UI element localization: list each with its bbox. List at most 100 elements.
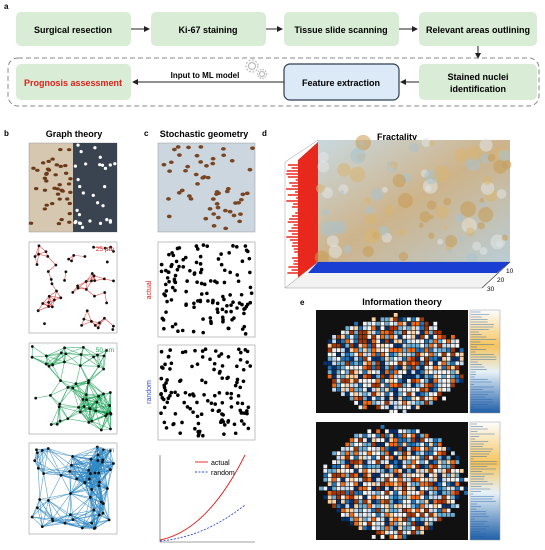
graph-edge [104,292,107,303]
graph-node [30,515,34,519]
nucleus [221,147,226,151]
random-point [180,420,184,425]
entropy-cell [385,521,389,526]
entropy-cell [437,482,442,486]
entropy-cell [385,379,389,383]
entropy-cell [389,379,394,383]
graph-node [105,301,109,305]
entropy-cell [398,517,402,522]
entropy-cell [420,530,424,535]
graph-edge [86,393,104,395]
entropy-cell [327,343,332,348]
nucleus [186,145,191,150]
graph-edge [72,387,79,408]
entropy-cell [407,374,411,379]
scale-75um: 75 µm [96,447,114,454]
legend-random: random [211,470,235,477]
entropy-cell [341,383,345,388]
graph-edge [48,448,73,457]
random-point [195,362,200,366]
entropy-cell [385,473,389,478]
nucleus [55,187,60,191]
random-point [193,348,197,353]
entropy-cell [376,330,380,335]
nucleus-dot [88,219,92,223]
entropy-cell [371,517,376,522]
tissue-blob [397,193,413,209]
random-point [200,355,205,359]
entropy-cell [332,365,336,370]
graph-edge [72,519,95,529]
graph-node [88,495,92,499]
entropy-cell [385,365,389,370]
tissue-blob [381,186,388,193]
graph-edge [43,473,62,476]
graph-node [40,449,44,452]
nucleus [54,163,59,167]
entropy-cell [363,504,367,508]
graph-node [90,279,93,283]
entropy-cell [385,387,389,392]
entropy-cell [411,348,416,352]
graph-edge [93,356,99,367]
entropy-cell [402,321,407,326]
entropy-cell [349,469,354,473]
step-prognosis: Prognosis assessment [24,78,122,88]
entropy-cell [398,321,402,326]
tissue-blob [501,234,508,241]
graph-edge [59,406,81,413]
random-point [163,362,167,367]
graph-edge [72,387,87,401]
entropy-cell [389,374,394,379]
random-point [213,349,218,353]
entropy-cell [433,451,438,456]
entropy-cell [415,392,420,396]
entropy-cell [376,396,380,401]
entropy-cell [354,521,358,526]
graph-edge [48,271,52,280]
entropy-cell [371,348,376,352]
graph-node [47,300,50,304]
entropy-cell [341,447,345,451]
graph-node [35,448,38,452]
nucleus [68,190,73,194]
entropy-cell [446,352,451,357]
entropy-cell [433,477,438,482]
graph-edge [34,460,44,474]
entropy-cell [420,477,424,482]
nucleus [55,192,61,196]
graph-edge [57,418,68,425]
entropy-cell [385,405,389,410]
entropy-cell [442,499,446,504]
graph-node [43,322,46,326]
entropy-cell [451,486,455,491]
entropy-cell [336,339,341,344]
entropy-cell [411,326,416,330]
entropy-cell [354,504,358,508]
entropy-cell [402,405,407,410]
graph-edge [77,281,87,289]
entropy-cell [380,396,385,401]
entropy-cell [415,330,420,335]
entropy-cell [442,387,446,392]
entropy-cell [349,357,354,361]
entropy-cell [345,517,350,522]
entropy-cell [398,429,402,434]
entropy-cell [433,504,438,508]
actual-point [183,255,188,260]
graph-edge [39,499,49,501]
entropy-cell [380,455,385,460]
entropy-cell [371,361,376,366]
graph-edge [86,280,92,290]
entropy-cell [354,321,358,326]
random-point [220,364,225,368]
entropy-cell [446,370,451,374]
entropy-cell [363,326,367,330]
nucleus [40,161,46,165]
actual-point [231,244,235,248]
entropy-cell [336,504,341,508]
entropy-cell [459,352,464,357]
graph-edge [88,410,97,423]
graph-edge [69,471,71,494]
